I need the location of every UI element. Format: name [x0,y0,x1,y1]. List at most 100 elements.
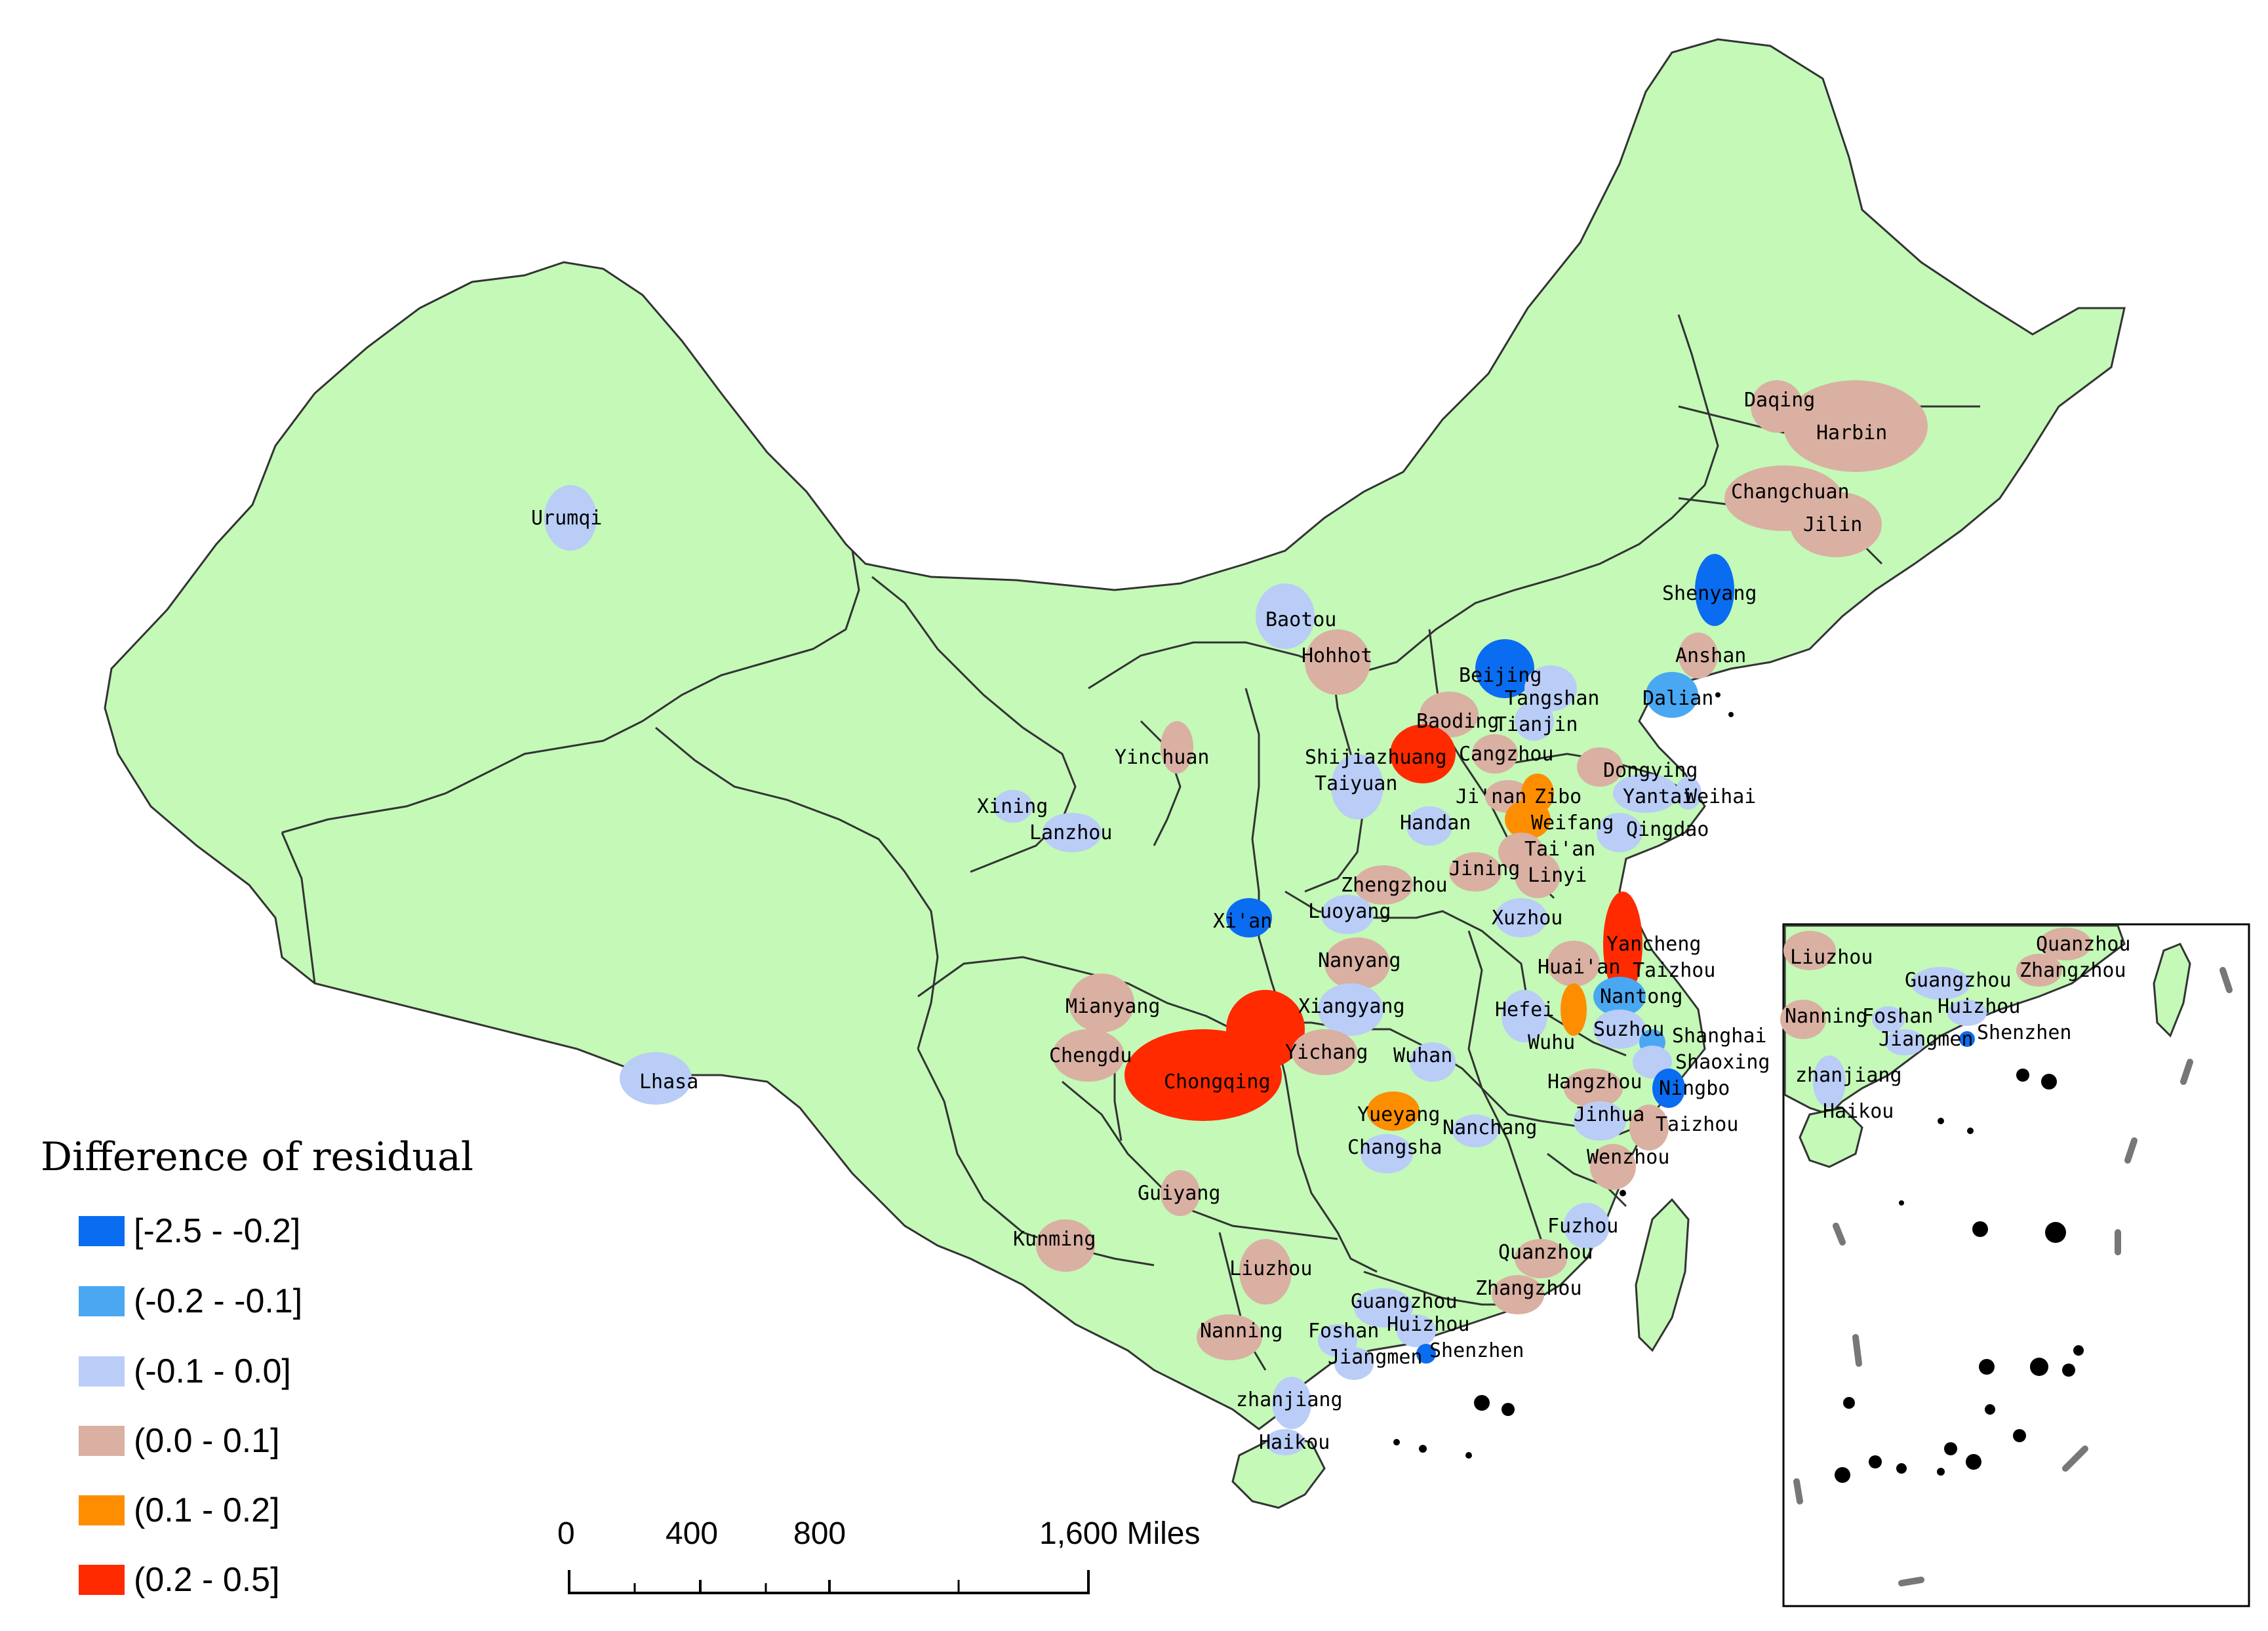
region-xuzhou [1495,898,1547,937]
region-chongqing2 [1226,990,1305,1069]
city-label-wenzhou: Wenzhou [1587,1146,1669,1169]
city-label-hangzhou: Hangzhou [1547,1071,1642,1093]
inset-label-nanning: Nanning [1785,1005,1867,1028]
city-labels: Urumqi Lhasa Xining Lanzhou Yinchuan Bao… [531,389,1887,1454]
region-guiyang [1161,1170,1200,1216]
region-changsha [1361,1134,1413,1173]
city-label-quanzhou: Quanzhou [1498,1241,1593,1264]
region-xiangyang [1318,983,1383,1036]
region-jinhua [1574,1101,1626,1141]
inset-label-shenzhen: Shenzhen [1977,1021,2072,1044]
region-jining [1449,852,1502,892]
region-yueyang [1367,1091,1420,1131]
inset-region-foshan [1872,1006,1905,1032]
legend-swatch [79,1495,125,1525]
inset-city-labels: Liuzhou Quanzhou Zhangzhou Guangzhou Nan… [1785,933,2131,1123]
inset-hainan [1799,1107,1863,1168]
region-weifang [1505,800,1551,839]
inset-label-quanzhou: Quanzhou [2036,933,2131,956]
city-label-weihai: Weihai [1685,785,1756,808]
region-qingdao [1597,813,1642,852]
region-dongying [1577,747,1623,787]
city-label-luoyang: Luoyang [1308,900,1391,923]
city-label-yantai: Yantai [1623,785,1694,808]
city-label-urumqi: Urumqi [531,507,602,530]
city-label-ningbo: Ningbo [1659,1077,1730,1100]
city-label-shijiazhuang: Shijiazhuang [1305,746,1447,769]
legend-label: (0.1 - 0.2] [134,1491,280,1529]
city-label-xian: Xi'an [1213,910,1272,933]
city-label-foshan: Foshan [1308,1320,1379,1343]
city-label-zhangzhou: Zhangzhou [1475,1277,1582,1300]
city-label-weifang: Weifang [1531,812,1614,835]
city-label-dongying: Dongying [1603,759,1698,782]
city-label-jilin: Jilin [1803,513,1862,536]
city-label-dalian: Dalian [1642,687,1713,710]
legend-swatch [79,1426,125,1456]
inset-region-zhanjiang [1813,1055,1846,1108]
legend-swatch [79,1216,125,1246]
city-label-nantong: Nantong [1600,985,1682,1008]
city-label-chengdu: Chengdu [1049,1044,1132,1067]
region-kunming [1036,1219,1095,1272]
region-zhengzhou [1354,865,1413,905]
region-jilin [1790,492,1882,557]
city-label-nanchang: Nanchang [1442,1116,1538,1139]
legend-label: (0.0 - 0.1] [134,1422,280,1460]
legend-label: (-0.1 - 0.0] [134,1352,291,1390]
region-weihai [1675,777,1701,810]
city-label-nanning: Nanning [1200,1320,1283,1343]
city-label-huizhou: Huizhou [1387,1313,1469,1336]
scale-tick-800: 800 [793,1516,846,1551]
city-label-chongqing: Chongqing [1164,1071,1271,1093]
city-label-cangzhou: Cangzhou [1459,743,1554,766]
inset-region-quanzhou [2039,928,2092,960]
city-label-wuhu: Wuhu [1528,1031,1575,1054]
region-shijiazhuang [1390,724,1456,783]
region-huizhou [1397,1314,1436,1347]
city-label-daqing: Daqing [1744,389,1815,412]
region-nanning [1197,1314,1262,1360]
city-label-beijing: Beijing [1459,664,1542,687]
inset-region-huizhou [1947,1000,1987,1026]
region-quanzhou [1515,1239,1567,1278]
region-harbin [1783,380,1928,472]
city-label-taiyuan: Taiyuan [1315,772,1397,795]
region-taiyuan [1331,754,1383,819]
legend-title: Difference of residual [41,1134,474,1180]
city-label-suzhou: Suzhou [1593,1018,1664,1041]
region-linyi [1515,852,1561,898]
region-fuzhou [1564,1203,1610,1249]
city-label-kunming: Kunming [1013,1228,1096,1251]
region-zhangzhou [1492,1275,1544,1314]
city-label-taizhou-zj: Taizhou [1656,1113,1738,1136]
city-label-yichang: Yichang [1285,1041,1368,1064]
scale-tick-0: 0 [557,1516,575,1551]
inset-label-liuzhou: Liuzhou [1790,946,1873,969]
city-label-mianyang: Mianyang [1065,995,1161,1018]
region-beijing [1475,639,1534,698]
legend-item: (0.1 - 0.2] [79,1491,280,1529]
legend-item: [-2.5 - -0.2] [79,1212,300,1250]
region-wuhu [1561,983,1587,1036]
region-yantai [1613,774,1679,813]
city-regions [544,380,1928,1455]
region-hohhot [1305,629,1370,695]
city-label-changsha: Changsha [1347,1136,1442,1159]
legend: Difference of residual [41,1134,473,1180]
south-china-sea-inset: Liuzhou Quanzhou Zhangzhou Guangzhou Nan… [1780,923,2250,1607]
inset-region-jiangmen [1885,1029,1924,1055]
city-label-huaian: Huai'an [1538,956,1620,979]
region-baotou [1256,583,1315,649]
region-lanzhou [1043,813,1102,852]
legend-label: (-0.2 - -0.1] [134,1282,303,1320]
inset-label-foshan: Foshan [1862,1005,1933,1028]
region-suzhou [1593,1010,1646,1049]
inset-region-zhangzhou [2016,954,2062,987]
region-taizhou_zj [1629,1105,1669,1150]
city-label-zhanjiang: zhanjiang [1236,1388,1343,1411]
city-label-guiyang: Guiyang [1138,1182,1220,1205]
region-xian [1226,898,1272,937]
